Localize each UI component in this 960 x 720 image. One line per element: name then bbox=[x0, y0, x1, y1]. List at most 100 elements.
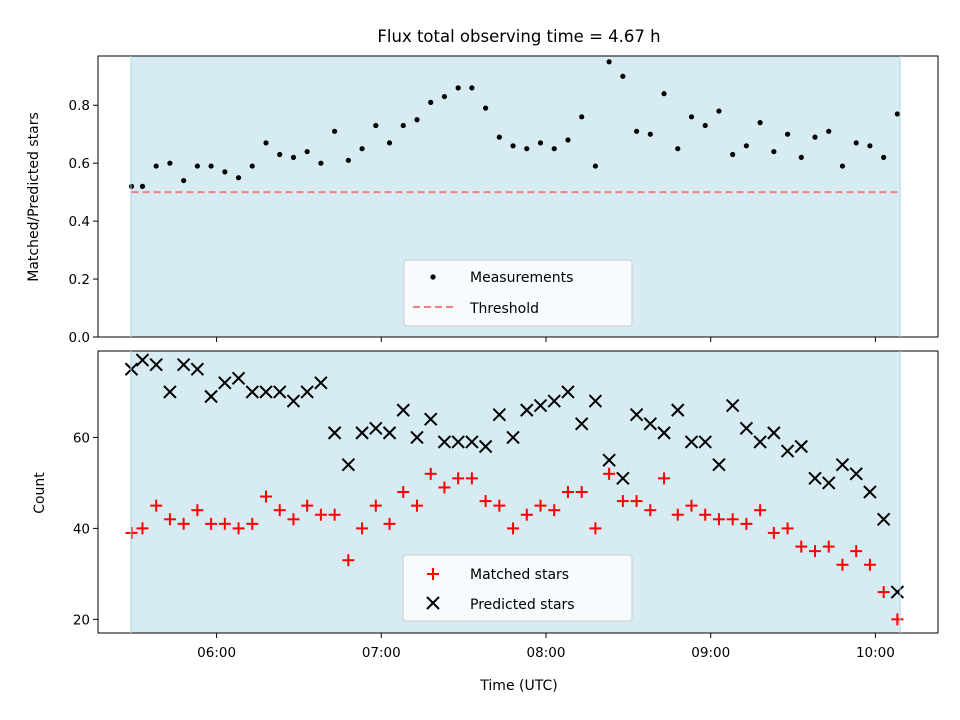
matched-star-point bbox=[630, 495, 643, 508]
predicted-star-point bbox=[753, 435, 767, 449]
measurement-point bbox=[798, 154, 804, 160]
measurement-point bbox=[524, 146, 530, 152]
predicted-star-point bbox=[163, 385, 177, 399]
matched-star-point bbox=[465, 472, 478, 485]
predicted-star-point bbox=[465, 435, 479, 449]
predicted-star-point bbox=[286, 394, 301, 408]
matched-star-point bbox=[795, 540, 808, 553]
predicted-star-point bbox=[684, 435, 699, 449]
y-tick-label: 0.6 bbox=[69, 156, 90, 172]
predicted-star-point bbox=[767, 426, 781, 440]
predicted-star-point bbox=[671, 403, 685, 417]
measurement-point bbox=[263, 140, 269, 146]
matched-star-point bbox=[685, 499, 698, 512]
predicted-star-point bbox=[124, 362, 139, 376]
predicted-star-point bbox=[547, 394, 561, 408]
matched-star-point bbox=[150, 499, 163, 512]
y-tick-label: 0.8 bbox=[69, 98, 90, 114]
legend-threshold-label: Threshold bbox=[469, 301, 539, 317]
legend-predicted-marker bbox=[426, 596, 440, 610]
measurement-point bbox=[400, 122, 406, 129]
measurement-point bbox=[579, 114, 585, 120]
matched-star-point bbox=[260, 490, 272, 503]
legend-predicted-label: Predicted stars bbox=[470, 597, 575, 613]
measurement-point bbox=[812, 134, 818, 140]
measurement-point bbox=[222, 169, 228, 175]
measurement-point bbox=[716, 108, 722, 114]
predicted-star-points bbox=[124, 353, 905, 599]
predicted-star-point bbox=[135, 353, 150, 367]
predicted-star-point bbox=[890, 585, 905, 599]
matched-star-point bbox=[534, 499, 547, 512]
measurement-point bbox=[181, 177, 187, 184]
measurement-point bbox=[551, 146, 557, 152]
y-tick-label: 0.4 bbox=[69, 214, 90, 230]
measurement-point bbox=[318, 160, 324, 166]
matched-star-point bbox=[575, 486, 588, 498]
predicted-star-point bbox=[451, 435, 465, 449]
y-tick-label: 0.2 bbox=[69, 272, 90, 288]
matched-star-point bbox=[767, 526, 780, 539]
y-tick-label: 40 bbox=[73, 521, 90, 537]
matched-star-point bbox=[125, 526, 138, 539]
measurement-point bbox=[128, 183, 135, 189]
measurement-point bbox=[702, 122, 708, 129]
matched-star-point bbox=[589, 522, 602, 535]
matched-star-point bbox=[273, 504, 286, 517]
measurement-point bbox=[304, 148, 310, 155]
predicted-star-point bbox=[149, 357, 163, 372]
measurement-point bbox=[359, 146, 365, 152]
measurement-point bbox=[483, 105, 489, 111]
predicted-star-point bbox=[588, 394, 603, 408]
matched-star-point bbox=[712, 513, 725, 526]
predicted-star-point bbox=[273, 385, 287, 399]
matched-star-point bbox=[493, 499, 506, 512]
matched-star-point bbox=[507, 522, 520, 535]
matched-star-point bbox=[328, 508, 341, 521]
count-panel: 20 40 60 06:00 07:00 08:00 09:00 10:00 Count Ti… bbox=[32, 350, 939, 694]
predicted-star-point bbox=[410, 430, 424, 445]
predicted-star-point bbox=[396, 403, 410, 417]
chart-title: Flux total observing time = 4.67 h bbox=[377, 27, 660, 46]
count-axis-ticks: 20 40 60 06:00 07:00 08:00 09:00 10:00 bbox=[73, 430, 895, 661]
measurement-point bbox=[139, 183, 146, 189]
predicted-star-point bbox=[561, 385, 575, 399]
matched-star-point bbox=[479, 495, 492, 508]
ratio-panel: 0.00.20.40.60.8 Matched/Predicted stars … bbox=[26, 55, 939, 346]
matched-star-point bbox=[356, 522, 369, 535]
measurement-point bbox=[235, 175, 242, 181]
x-axis-label: Time (UTC) bbox=[479, 678, 557, 694]
legend-matched-label: Matched stars bbox=[470, 567, 569, 583]
measurement-points bbox=[128, 59, 900, 189]
measurement-point bbox=[249, 163, 255, 169]
matched-star-point bbox=[438, 481, 451, 494]
legend-measurements-marker bbox=[430, 274, 436, 280]
measurement-point bbox=[277, 151, 283, 158]
matched-star-point bbox=[603, 467, 616, 480]
predicted-star-point bbox=[300, 385, 314, 399]
measurement-point bbox=[592, 163, 599, 169]
measurement-point bbox=[867, 143, 873, 149]
matched-star-point bbox=[863, 558, 876, 571]
matched-star-point bbox=[314, 508, 327, 521]
predicted-star-point bbox=[437, 435, 452, 449]
measurement-point bbox=[153, 163, 159, 169]
measurement-point bbox=[606, 59, 612, 65]
predicted-star-point bbox=[835, 458, 850, 472]
predicted-star-point bbox=[574, 417, 589, 431]
measurement-point bbox=[647, 131, 653, 137]
predicted-star-point bbox=[533, 398, 548, 413]
matched-star-point bbox=[136, 522, 149, 535]
predicted-star-point bbox=[204, 389, 218, 404]
x-tick-label: 06:00 bbox=[197, 645, 236, 661]
predicted-star-point bbox=[190, 362, 205, 376]
measurement-point bbox=[661, 91, 667, 97]
matched-star-point bbox=[822, 540, 835, 553]
matched-star-point bbox=[699, 508, 712, 521]
predicted-star-point bbox=[327, 426, 342, 440]
measurement-point bbox=[290, 154, 297, 160]
legend-measurements-label: Measurements bbox=[470, 270, 573, 286]
measurement-point bbox=[496, 134, 502, 140]
matched-star-point bbox=[726, 513, 739, 526]
